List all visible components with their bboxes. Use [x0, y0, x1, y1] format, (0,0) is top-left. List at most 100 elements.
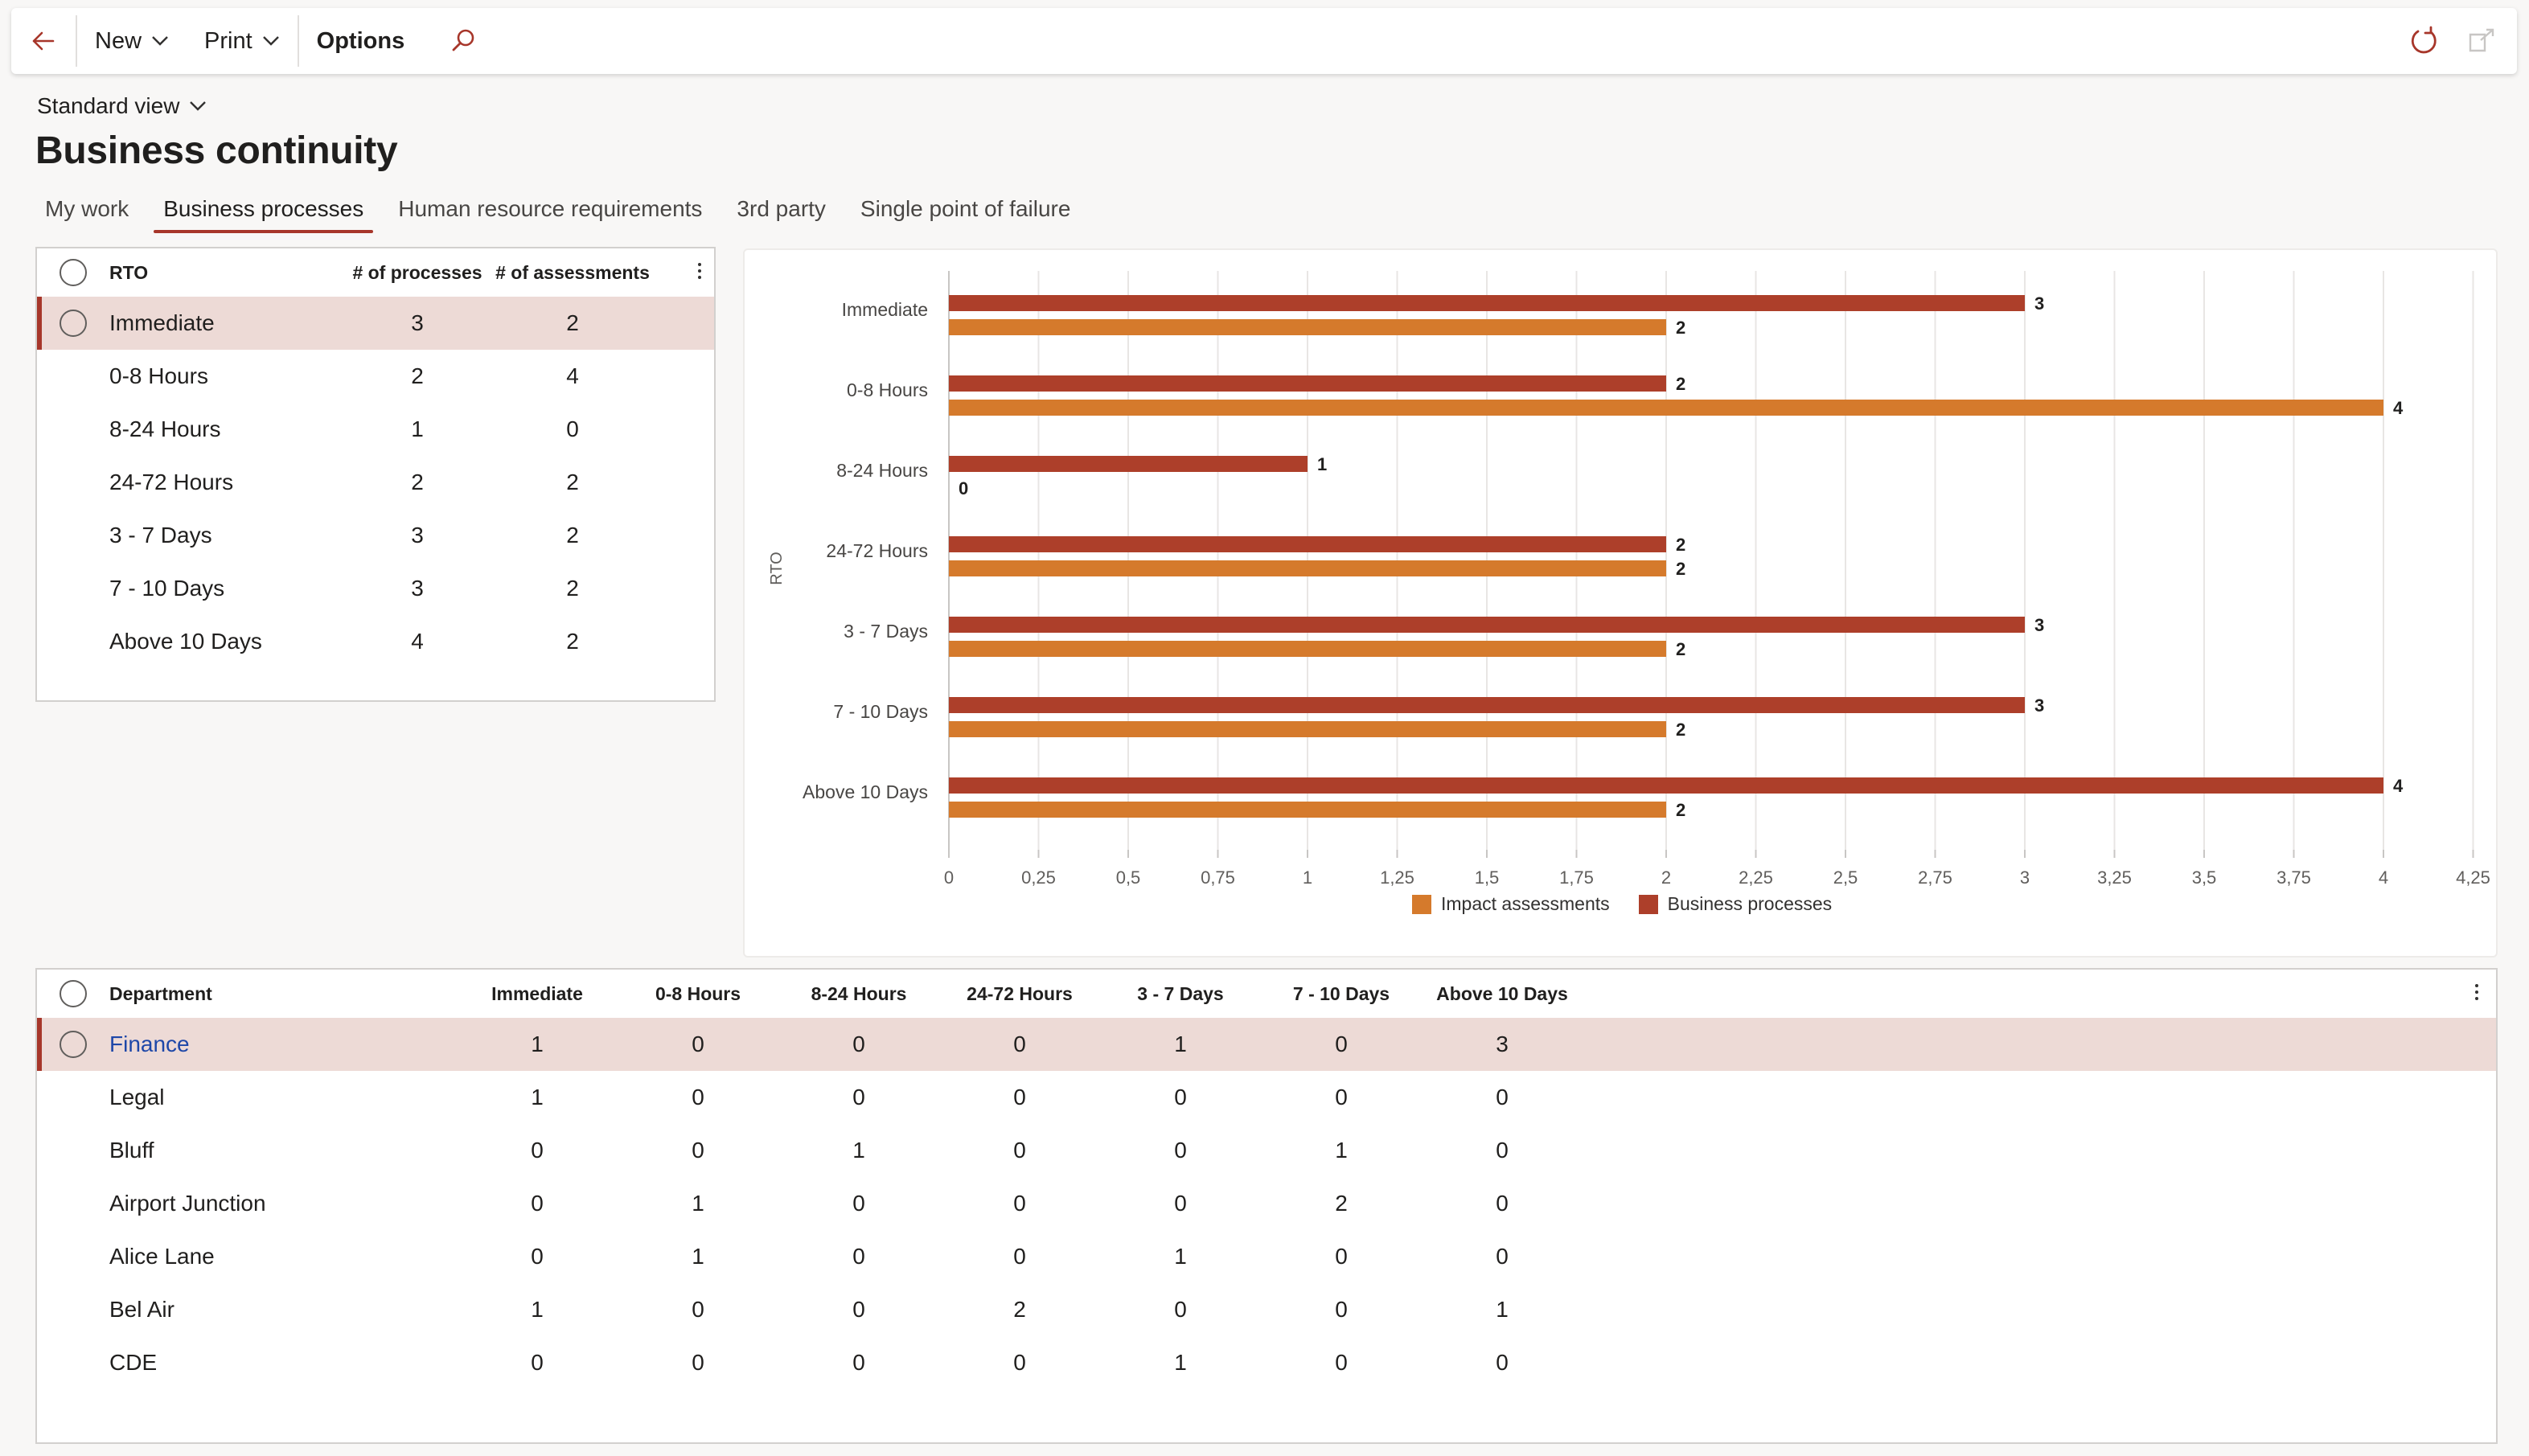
- value-cell: 3: [1496, 1032, 1509, 1056]
- x-tick-label: 3,5: [2192, 867, 2217, 888]
- data-label: 3: [2034, 695, 2044, 716]
- data-label: 2: [1676, 318, 1685, 338]
- value-cell: 0: [531, 1244, 544, 1269]
- tab-my-work[interactable]: My work: [45, 196, 129, 221]
- department-name-cell: CDE: [109, 1350, 158, 1375]
- column-header-assessments[interactable]: # of assessments: [495, 261, 650, 283]
- more-vertical-icon[interactable]: [2475, 984, 2478, 1000]
- table-row[interactable]: Legal 1 0 0 0 0 0 0: [37, 1071, 2496, 1124]
- view-name: Standard view: [37, 93, 180, 118]
- table-row[interactable]: Above 10 Days 4 2: [37, 615, 714, 668]
- y-tick-label: 3 - 7 Days: [844, 621, 928, 642]
- table-row[interactable]: CDE 0 0 0 0 1 0 0: [37, 1336, 2496, 1389]
- chevron-down-icon: [262, 35, 280, 47]
- assessments-cell: 2: [566, 576, 579, 601]
- new-button[interactable]: New: [77, 8, 187, 74]
- value-cell: 0: [531, 1191, 544, 1216]
- assessments-cell: 4: [566, 363, 579, 388]
- x-tick-label: 1,25: [1380, 867, 1414, 888]
- value-cell: 0: [1335, 1244, 1348, 1269]
- select-all-radio[interactable]: [37, 980, 109, 1007]
- y-tick-label: 7 - 10 Days: [833, 701, 928, 722]
- table-row[interactable]: 24-72 Hours 2 2: [37, 456, 714, 509]
- bar: [949, 536, 1666, 552]
- column-header-department[interactable]: Department: [109, 982, 212, 1004]
- refresh-icon[interactable]: [2408, 25, 2440, 57]
- table-row[interactable]: 3 - 7 Days 3 2: [37, 509, 714, 562]
- print-button[interactable]: Print: [187, 8, 298, 74]
- x-tick-label: 2,5: [1833, 867, 1858, 888]
- value-cell: 0: [1335, 1032, 1348, 1056]
- legend-item-impact-assessments[interactable]: Impact assessments: [1412, 893, 1610, 915]
- tab-single-point-of-failure[interactable]: Single point of failure: [860, 196, 1071, 221]
- value-cell: 0: [852, 1244, 865, 1269]
- chevron-down-icon: [151, 35, 169, 47]
- page-title: Business continuity: [35, 129, 398, 172]
- more-vertical-icon[interactable]: [698, 263, 701, 279]
- department-name-cell: Airport Junction: [109, 1191, 266, 1216]
- search-icon: [452, 29, 474, 51]
- value-cell: 0: [852, 1085, 865, 1109]
- column-header-8-24-hours[interactable]: 8-24 Hours: [811, 982, 907, 1004]
- legend-swatch: [1638, 894, 1658, 914]
- x-tick-label: 3,75: [2277, 867, 2311, 888]
- divider: [297, 15, 299, 67]
- table-row[interactable]: Alice Lane 0 1 0 0 1 0 0: [37, 1230, 2496, 1283]
- y-tick-label: Immediate: [842, 299, 928, 320]
- column-header-rto[interactable]: RTO: [109, 261, 149, 283]
- value-cell: 1: [1496, 1297, 1509, 1322]
- table-row[interactable]: 8-24 Hours 1 0: [37, 403, 714, 456]
- assessments-cell: 2: [566, 629, 579, 654]
- value-cell: 0: [1013, 1138, 1026, 1163]
- column-header-24-72-hours[interactable]: 24-72 Hours: [967, 982, 1073, 1004]
- x-tick-label: 3,25: [2097, 867, 2132, 888]
- tab-business-processes[interactable]: Business processes: [154, 193, 374, 235]
- new-label: New: [95, 27, 142, 54]
- tab-3rd-party[interactable]: 3rd party: [737, 196, 826, 221]
- value-cell: 2: [1335, 1191, 1348, 1216]
- column-header-processes[interactable]: # of processes: [352, 261, 482, 283]
- grid-header: Department Immediate 0-8 Hours 8-24 Hours 2…: [37, 970, 2496, 1018]
- bar: [949, 641, 1666, 657]
- value-cell: 0: [1335, 1297, 1348, 1322]
- bar: [949, 777, 2383, 794]
- legend-label: Business processes: [1667, 893, 1833, 914]
- view-selector[interactable]: Standard view: [37, 93, 207, 119]
- row-select-radio[interactable]: [37, 1031, 109, 1058]
- column-header-above-10-days[interactable]: Above 10 Days: [1436, 982, 1568, 1004]
- back-button[interactable]: [11, 8, 76, 74]
- chart-canvas: 0 0,25 0,5 0,75 1 1,25 1,5 1,75 2 2,25 2,5 2,75 3 3,2…: [768, 271, 2490, 888]
- table-row[interactable]: Immediate 3 2: [37, 297, 714, 350]
- x-tick-label: 1: [1303, 867, 1312, 888]
- rto-bar-chart: 0 0,25 0,5 0,75 1 1,25 1,5 1,75 2 2,25 2,5 2,75 3 3,2…: [743, 248, 2498, 958]
- table-row[interactable]: 7 - 10 Days 3 2: [37, 562, 714, 615]
- table-row[interactable]: Airport Junction 0 1 0 0 0 2 0: [37, 1177, 2496, 1230]
- column-header-7-10-days[interactable]: 7 - 10 Days: [1292, 982, 1390, 1004]
- column-header-0-8-hours[interactable]: 0-8 Hours: [655, 982, 741, 1004]
- legend-item-business-processes[interactable]: Business processes: [1638, 893, 1833, 915]
- open-in-new-icon[interactable]: [2467, 27, 2496, 55]
- bar: [949, 721, 1666, 737]
- data-label: 3: [2034, 615, 2044, 635]
- table-row[interactable]: Bluff 0 0 1 0 0 1 0: [37, 1124, 2496, 1177]
- value-cell: 0: [852, 1191, 865, 1216]
- value-cell: 1: [1335, 1138, 1348, 1163]
- column-header-3-7-days[interactable]: 3 - 7 Days: [1137, 982, 1224, 1004]
- x-tick-label: 4,25: [2456, 867, 2490, 888]
- assessments-cell: 2: [566, 310, 579, 335]
- search-button[interactable]: [450, 8, 477, 74]
- data-label: 2: [1676, 559, 1685, 579]
- tab-human-resource-requirements[interactable]: Human resource requirements: [398, 196, 703, 221]
- options-button[interactable]: Options: [299, 8, 423, 74]
- bar: [949, 375, 1666, 392]
- table-row[interactable]: Bel Air 1 0 0 2 0 0 1: [37, 1283, 2496, 1336]
- column-header-immediate[interactable]: Immediate: [491, 982, 583, 1004]
- value-cell: 1: [531, 1085, 544, 1109]
- select-all-radio[interactable]: [37, 259, 109, 286]
- table-row[interactable]: 0-8 Hours 2 4: [37, 350, 714, 403]
- row-select-radio[interactable]: [37, 310, 109, 337]
- value-cell: 1: [692, 1191, 704, 1216]
- table-row[interactable]: Finance 1 0 0 0 1 0 3: [37, 1018, 2496, 1071]
- value-cell: 0: [1496, 1244, 1509, 1269]
- department-name-cell[interactable]: Finance: [109, 1032, 190, 1056]
